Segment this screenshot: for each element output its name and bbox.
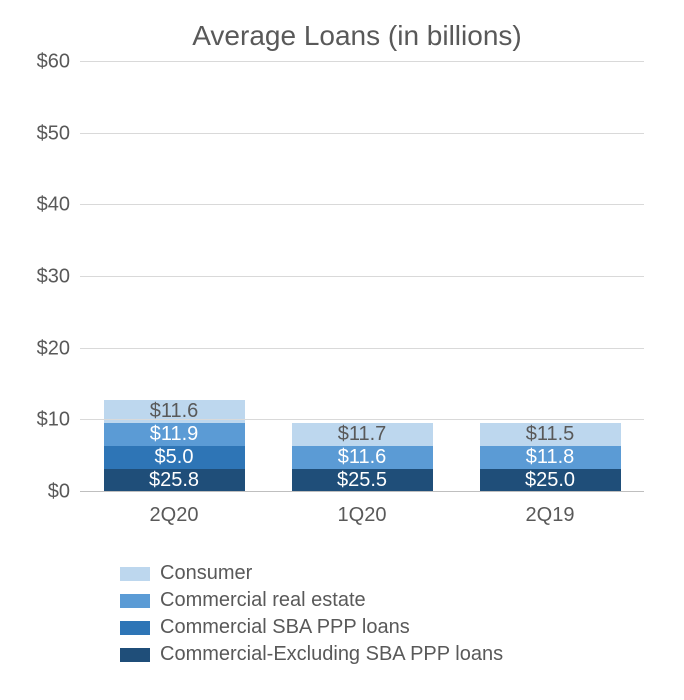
y-axis: $0$10$20$30$40$50$60 <box>20 62 75 492</box>
grid-line <box>80 419 644 420</box>
y-tick-label: $10 <box>20 409 70 432</box>
grid-line <box>80 276 644 277</box>
x-axis-label: 2Q19 <box>480 504 621 527</box>
legend-item: Commercial real estate <box>120 589 654 612</box>
y-tick-label: $50 <box>20 122 70 145</box>
plot-area: $0$10$20$30$40$50$60 $11.6$11.9$5.0$25.8… <box>80 62 644 492</box>
x-axis-label: 1Q20 <box>292 504 433 527</box>
chart-container: Average Loans (in billions) $0 $10 $20 $30 $… <box>0 0 684 700</box>
y-tick-label: $0 <box>20 481 70 504</box>
x-axis-line <box>80 491 644 492</box>
grid-line <box>80 348 644 349</box>
legend-item: Commercial-Excluding SBA PPP loans <box>120 643 654 666</box>
legend-label: Consumer <box>160 562 252 585</box>
grid-line <box>80 204 644 205</box>
bar: $11.7$11.6$25.5 <box>292 423 433 492</box>
grid-line <box>80 133 644 134</box>
y-tick-label: $30 <box>20 266 70 289</box>
legend-item: Consumer <box>120 562 654 585</box>
legend-swatch <box>120 648 150 662</box>
legend: Consumer Commercial real estate Commercial… <box>120 562 654 666</box>
bar-segment: $11.6 <box>292 446 433 469</box>
legend-item: Commercial SBA PPP loans <box>120 616 654 639</box>
bar-segment: $25.0 <box>480 469 621 492</box>
bar-segment: $25.5 <box>292 469 433 492</box>
bars-area: $11.6$11.9$5.0$25.8$11.7$11.6$25.5$11.5$… <box>80 62 644 492</box>
bar: $11.6$11.9$5.0$25.8 <box>104 400 245 492</box>
bar-segment: $5.0 <box>104 446 245 469</box>
legend-label: Commercial-Excluding SBA PPP loans <box>160 643 503 666</box>
legend-swatch <box>120 567 150 581</box>
grid-line <box>80 61 644 62</box>
chart-title: Average Loans (in billions) <box>20 20 654 62</box>
y-tick-label: $40 <box>20 194 70 217</box>
x-axis-labels: 2Q20 1Q20 2Q19 <box>80 492 644 527</box>
legend-swatch <box>120 594 150 608</box>
bar-segment: $11.7 <box>292 423 433 446</box>
y-tick-label: $20 <box>20 337 70 360</box>
x-axis-label: 2Q20 <box>104 504 245 527</box>
bar: $11.5$11.8$25.0 <box>480 423 621 492</box>
legend-swatch <box>120 621 150 635</box>
bar-segment: $11.8 <box>480 446 621 469</box>
bar-segment: $11.5 <box>480 423 621 446</box>
bar-segment: $25.8 <box>104 469 245 492</box>
legend-label: Commercial SBA PPP loans <box>160 616 410 639</box>
legend-label: Commercial real estate <box>160 589 366 612</box>
bar-segment: $11.9 <box>104 423 245 446</box>
y-tick-label: $60 <box>20 51 70 74</box>
